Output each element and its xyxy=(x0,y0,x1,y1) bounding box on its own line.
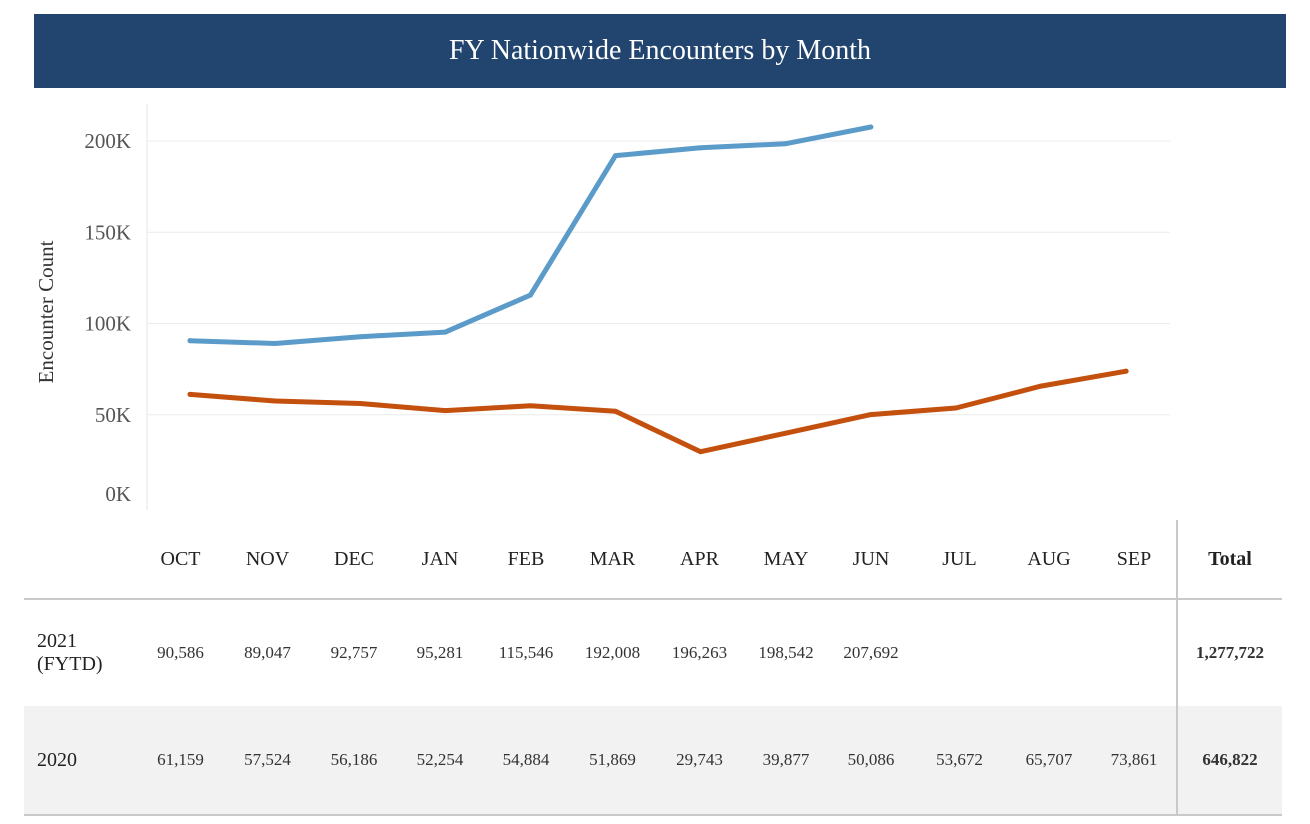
table-cell: 95,281 xyxy=(416,643,464,662)
data-point xyxy=(442,408,448,414)
table-row: 2021 (FYTD) 90,586 89,047 92,757 95,281 … xyxy=(24,599,1282,706)
month-header: MAR xyxy=(569,520,656,600)
table-cell: 61,159 xyxy=(137,706,224,816)
data-point xyxy=(187,391,193,397)
month-header: FEB xyxy=(483,520,569,600)
table-cell: 90,586 xyxy=(157,643,204,662)
data-point xyxy=(187,338,193,344)
table-cell: 192,008 xyxy=(584,643,641,662)
data-point xyxy=(613,153,618,159)
month-header: APR xyxy=(656,520,743,600)
line-chart: 0K 50K 100K 150K 200K Encounter Count xyxy=(34,104,1170,510)
table-header-row: OCT NOV DEC JAN FEB MAR APR MAY JUN JUL … xyxy=(24,520,1282,600)
table-cell: 89,047 xyxy=(244,643,291,662)
table-cell: 50,086 xyxy=(829,706,913,816)
table-cell: 92,757 xyxy=(330,643,378,662)
chart-title-bar: FY Nationwide Encounters by Month xyxy=(34,14,1286,88)
month-header: JUL xyxy=(913,520,1006,600)
month-header: NOV xyxy=(224,520,311,600)
table-cell: 65,707 xyxy=(1006,706,1092,816)
data-point xyxy=(357,334,363,340)
row-label: 2021 (FYTD) xyxy=(24,599,137,706)
table-cell: 54,884 xyxy=(483,706,569,816)
data-point xyxy=(527,403,533,409)
table-cell: 29,743 xyxy=(656,706,743,816)
table-cell: 198,542 xyxy=(758,643,814,662)
data-point xyxy=(953,405,959,411)
chart-series xyxy=(187,124,1129,455)
total-cell: 1,277,722 xyxy=(1176,599,1282,706)
table-cell: 51,869 xyxy=(569,706,656,816)
total-cell: 646,822 xyxy=(1176,706,1282,816)
total-header: Total xyxy=(1176,520,1282,600)
table-cell: 57,524 xyxy=(224,706,311,816)
data-point xyxy=(783,141,789,147)
row-label-line2: (FYTD) xyxy=(37,653,103,675)
table-cell: 56,186 xyxy=(311,706,397,816)
data-point xyxy=(357,400,363,406)
y-tick-label: 50K xyxy=(95,403,131,427)
month-header: DEC xyxy=(311,520,397,600)
series-line-2021 xyxy=(187,124,874,346)
data-point xyxy=(442,329,448,335)
data-point xyxy=(868,124,874,130)
y-tick-label: 0K xyxy=(105,482,131,506)
month-header: SEP xyxy=(1092,520,1177,600)
table-cell: 115,546 xyxy=(498,643,554,662)
table-cell xyxy=(1092,599,1177,706)
month-header: JAN xyxy=(397,520,483,600)
data-point xyxy=(1038,383,1044,389)
month-header: AUG xyxy=(1006,520,1092,600)
data-point xyxy=(527,292,533,298)
row-label: 2020 xyxy=(24,706,137,816)
data-point xyxy=(1123,368,1129,374)
table-cell: 207,692 xyxy=(843,643,899,662)
data-table: OCT NOV DEC JAN FEB MAR APR MAY JUN JUL … xyxy=(24,520,1282,816)
table-cell: 196,263 xyxy=(671,643,728,662)
table-cell: 52,254 xyxy=(397,706,483,816)
data-point xyxy=(783,430,789,436)
y-tick-label: 100K xyxy=(84,312,131,336)
data-point xyxy=(272,398,278,404)
data-point xyxy=(613,408,618,414)
table-cell xyxy=(913,599,1006,706)
y-tick-label: 200K xyxy=(84,129,131,153)
data-point xyxy=(272,340,278,346)
table-corner xyxy=(24,520,137,600)
y-tick-label: 150K xyxy=(84,220,131,244)
table-cell xyxy=(1006,599,1092,706)
series-line-2020 xyxy=(187,368,1129,455)
chart-grid xyxy=(146,104,1170,510)
row-label-line1: 2021 xyxy=(37,630,77,652)
table-cell: 73,861 xyxy=(1092,706,1177,816)
month-header: JUN xyxy=(829,520,913,600)
chart-title: FY Nationwide Encounters by Month xyxy=(448,35,872,66)
month-header: MAY xyxy=(743,520,829,600)
data-point xyxy=(868,412,874,418)
table-cell: 39,877 xyxy=(743,706,829,816)
month-header: OCT xyxy=(137,520,224,600)
table-row: 2020 61,159 57,524 56,186 52,254 54,884 … xyxy=(24,706,1282,816)
data-point xyxy=(698,449,704,455)
data-point xyxy=(698,145,704,151)
y-axis-ticks: 0K 50K 100K 150K 200K xyxy=(84,129,131,506)
y-axis-label: Encounter Count xyxy=(34,240,58,383)
table-cell: 53,672 xyxy=(913,706,1006,816)
row-label-line1: 2020 xyxy=(37,748,77,771)
